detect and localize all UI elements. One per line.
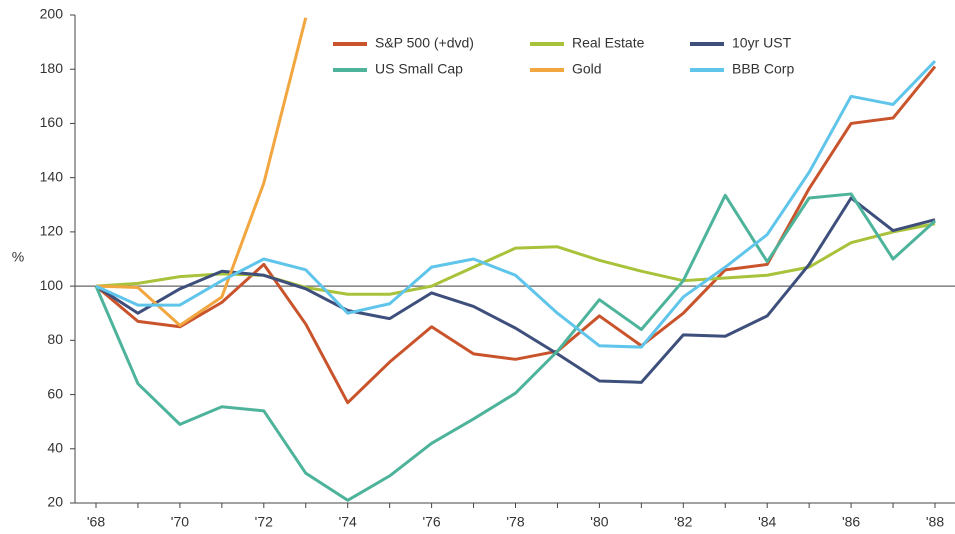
series-line bbox=[95, 196, 936, 384]
x-tick-label: '68 bbox=[87, 514, 105, 530]
x-tick-label: '76 bbox=[422, 514, 440, 530]
x-tick-label: '88 bbox=[926, 514, 944, 530]
y-tick-label: 200 bbox=[40, 6, 64, 22]
y-axis-label: % bbox=[12, 249, 24, 265]
x-tick-label: '74 bbox=[339, 514, 357, 530]
legend-label: BBB Corp bbox=[732, 61, 794, 77]
series-line bbox=[95, 60, 937, 349]
y-tick-label: 120 bbox=[40, 223, 64, 239]
x-tick-label: '70 bbox=[171, 514, 189, 530]
legend-label: Gold bbox=[572, 61, 602, 77]
series-line bbox=[95, 65, 937, 405]
y-tick-label: 100 bbox=[40, 277, 64, 293]
x-tick-label: '80 bbox=[590, 514, 608, 530]
y-tick-label: 40 bbox=[47, 439, 63, 455]
legend-label: Real Estate bbox=[572, 35, 645, 51]
y-tick-label: 140 bbox=[40, 168, 64, 184]
y-tick-label: 180 bbox=[40, 60, 64, 76]
y-tick-label: 160 bbox=[40, 114, 64, 130]
y-tick-label: 20 bbox=[47, 494, 63, 510]
x-tick-label: '84 bbox=[758, 514, 776, 530]
legend-label: US Small Cap bbox=[375, 61, 463, 77]
legend-label: S&P 500 (+dvd) bbox=[375, 35, 474, 51]
series-line bbox=[95, 222, 936, 296]
x-tick-label: '72 bbox=[255, 514, 273, 530]
y-tick-label: 60 bbox=[47, 385, 63, 401]
legend-label: 10yr UST bbox=[732, 35, 792, 51]
series-line bbox=[94, 192, 937, 502]
x-tick-label: '86 bbox=[842, 514, 860, 530]
y-tick-label: 80 bbox=[47, 331, 63, 347]
x-tick-label: '82 bbox=[674, 514, 692, 530]
series-line bbox=[95, 17, 308, 327]
x-tick-label: '78 bbox=[506, 514, 524, 530]
